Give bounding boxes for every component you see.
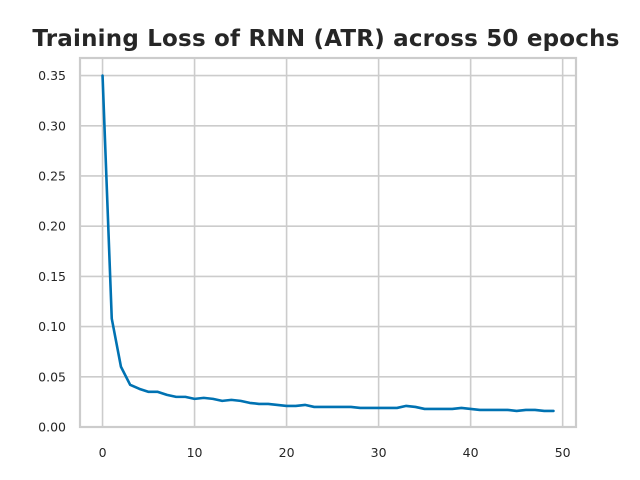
tick-labels: 0 10 20 30 40 50 0.00 0.05 0.10 0.15 0.20 0.25 0.30 0… <box>38 68 571 460</box>
series-layer <box>101 74 555 413</box>
x-tick-label: 30 <box>371 445 387 460</box>
y-tick-label: 0.05 <box>38 369 66 384</box>
y-tick-label: 0.20 <box>38 219 66 234</box>
x-tick-label: 10 <box>187 445 203 460</box>
chart-title: Training Loss of RNN (ATR) across 50 epo… <box>32 26 620 52</box>
plot-frame <box>78 56 578 429</box>
loss-line <box>101 74 555 413</box>
x-tick-label: 50 <box>555 445 571 460</box>
x-tick-label: 40 <box>463 445 479 460</box>
y-tick-label: 0.10 <box>38 319 66 334</box>
x-tick-label: 0 <box>99 445 107 460</box>
y-tick-label: 0.00 <box>38 420 66 435</box>
plot-background <box>80 58 576 427</box>
plot-border <box>78 56 578 429</box>
grid-lines <box>80 58 576 428</box>
y-tick-label: 0.25 <box>38 168 66 183</box>
y-tick-label: 0.15 <box>38 269 66 284</box>
y-tick-label: 0.30 <box>38 118 66 133</box>
y-tick-label: 0.35 <box>38 68 66 83</box>
x-tick-label: 20 <box>279 445 295 460</box>
